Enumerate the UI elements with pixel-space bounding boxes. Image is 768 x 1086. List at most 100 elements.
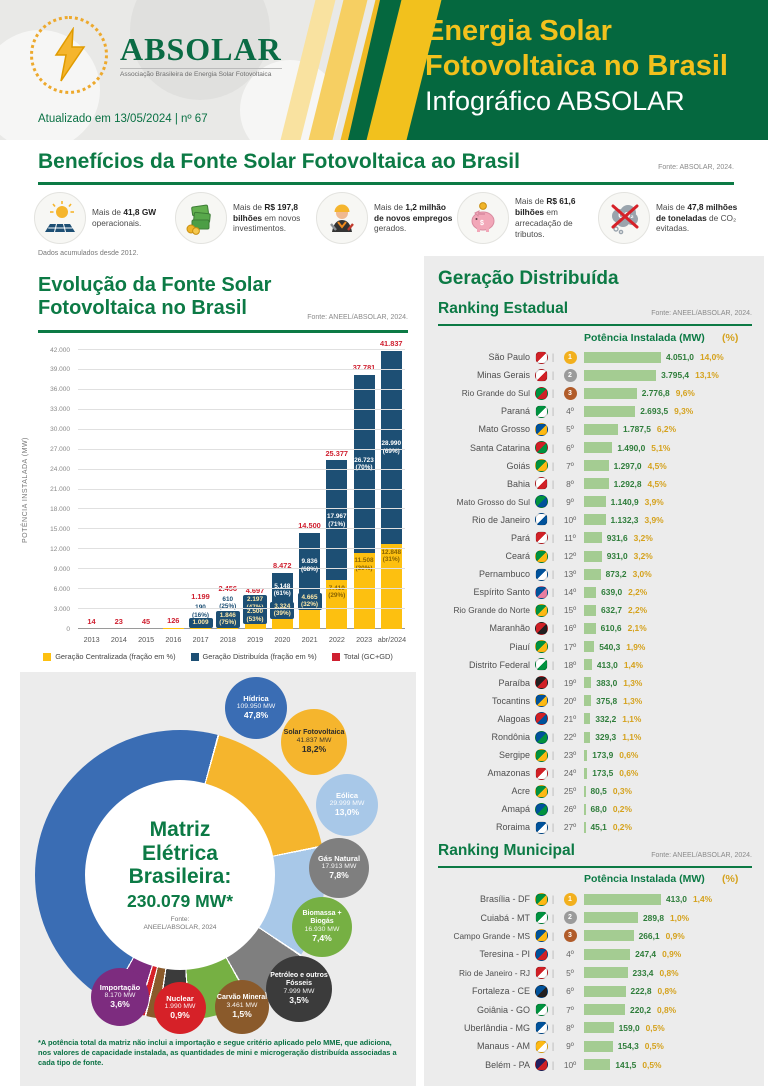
centralized-label: 12.848 (31%) [381,548,402,564]
pct-value: 3,0% [632,569,652,580]
centralized-label: 1.846 (75%) [215,610,240,628]
ranking-bar [584,1040,613,1052]
co2-cloud-icon: CO₂ [598,192,650,244]
state-flag-icon [535,531,548,545]
y-axis: 0 3.000 6.000 9.000 12.000 15.000 18.000 21.000… [34,347,74,633]
state-ranking-source: Fonte: ANEEL/ABSOLAR, 2024. [651,310,752,317]
centralized-segment [353,552,375,629]
evolution-bar-2017: 190 (16%)1.009 1.199 2017 [187,350,214,644]
matrix-source: Fonte: ANEEL/ABSOLAR, 2024 [143,915,217,931]
mw-value: 2.776,8 [641,388,670,399]
total-label: 4.697 [245,586,265,596]
source-bubble-ga-s-natural: Gás Natural 17.913 MW 7,8% [309,838,369,898]
centralized-label: 1.009 [188,618,213,628]
column-header-mw: Potência Instalada (MW) [584,873,705,885]
gridline [78,588,405,590]
lightning-bolt-icon [54,27,86,82]
total-label: 37.781 [352,363,376,373]
city-name: Brasília - DF [479,894,530,905]
total-label: 8.472 [273,561,292,570]
source-capacity: 29.999 MW [329,800,365,808]
city-row-brasi-lia-df: Brasília - DF | 1 413,0 1,4% [438,890,760,908]
divider: | [551,442,555,453]
state-name: Amazonas [487,768,530,779]
ranking-bar [584,659,592,671]
benefits-source: Fonte: ABSOLAR, 2024. [658,164,734,171]
source-share: 1,5% [232,1008,252,1019]
evolution-bar-2023: 26.723 (70%) 11.508 (30%) 37.781 2023 [351,350,378,644]
gridline [78,548,405,550]
solar-panel-icon [34,192,86,244]
y-tick-label: 9.000 [53,565,70,573]
gridline [78,528,405,530]
x-tick-label: 2020 [274,635,291,644]
pct-value: 1,0% [669,912,690,923]
divider [38,182,734,185]
mw-value: 80,5 [590,786,607,797]
ranking-bar [584,387,637,399]
state-flag-icon [535,640,548,654]
benefit-value: 47,8 milhões de toneladas [656,201,738,223]
mw-value: 141,5 [615,1059,637,1070]
rank-badge: 4º [566,949,574,960]
divider: | [551,496,555,507]
pct-value: 0,2% [612,822,632,833]
ranking-bar [584,930,634,942]
mw-value: 1.490,0 [617,442,646,453]
benefit-taxes: $ Mais de R$ 61,6 bilhões em arrecadação… [457,192,598,244]
state-flag-icon [535,748,548,762]
legend-swatch [331,652,340,661]
ranking-bar [584,912,639,924]
state-name: Minas Gerais [476,370,530,381]
source-bubble-biomassa-bioga-s: Biomassa + Biogás 16.930 MW 7,4% [292,897,352,957]
ranking-bar [584,351,661,363]
total-label: 14 [87,617,96,627]
distributed-label: 610 (25%) [219,595,237,611]
rank-badge: 8º [566,478,574,489]
source-share: 3,5% [289,995,309,1006]
mw-value: 4.051,0 [666,352,694,363]
rank-badge: 24º [563,768,577,779]
city-name: Manaus - AM [476,1041,530,1052]
y-tick-label: 30.000 [50,426,70,434]
distributed-label: 26.723 (70%) [354,456,374,472]
city-row-campo-grande-ms: Campo Grande - MS | 3 266,1 0,9% [438,927,760,945]
divider: | [551,768,555,779]
state-ranking-title: Ranking Estadual [438,300,569,317]
benefit-prefix: Mais de [233,201,263,212]
benefit-capacity: Mais de 41,8 GW operacionais. [34,192,175,244]
legend-swatch [190,652,199,661]
centralized-label: 2.500 (53%) [243,607,267,625]
benefit-value: 1,2 milhão de novos empregos [374,201,453,223]
source-capacity: 8.170 MW [104,992,136,1000]
mw-value: 1.787,5 [622,424,651,435]
x-tick-label: 2015 [138,635,155,644]
city-flag-icon [535,966,548,980]
y-tick-label: 36.000 [50,386,70,394]
matrix-donut-center: Matriz Elétrica Brasileira: 230.079 MW* … [85,780,275,970]
pct-value: 0,8% [657,1004,677,1015]
pct-value: 0,6% [619,768,639,779]
pct-value: 4,5% [647,478,667,489]
x-tick-label: 2021 [301,635,318,644]
ranking-bar [584,586,597,598]
divider: | [551,406,555,417]
ranking-bar [584,749,588,761]
medal-icon: 2 [563,911,577,925]
total-label: 23 [114,617,123,627]
centralized-label: 3.324 (39%) [270,601,295,619]
ranking-bar [584,604,597,616]
rank-badge: 15º [563,605,577,616]
source-bubble-carva-o-mineral: Carvão Mineral 3.461 MW 1,5% [215,980,269,1034]
mw-value: 173,5 [592,768,614,779]
state-flag-icon [535,730,548,744]
divider: | [551,370,555,381]
pct-value: 0,2% [612,804,632,815]
centralized-label: 7.410 (29%) [328,585,346,600]
city-row-cuiaba-mt: Cuiabá - MT | 2 289,8 1,0% [438,908,760,926]
mw-value: 931,6 [606,532,628,543]
rank-badge: 13º [563,569,577,580]
city-name: Teresina - PI [479,949,530,960]
divider: | [551,641,555,652]
